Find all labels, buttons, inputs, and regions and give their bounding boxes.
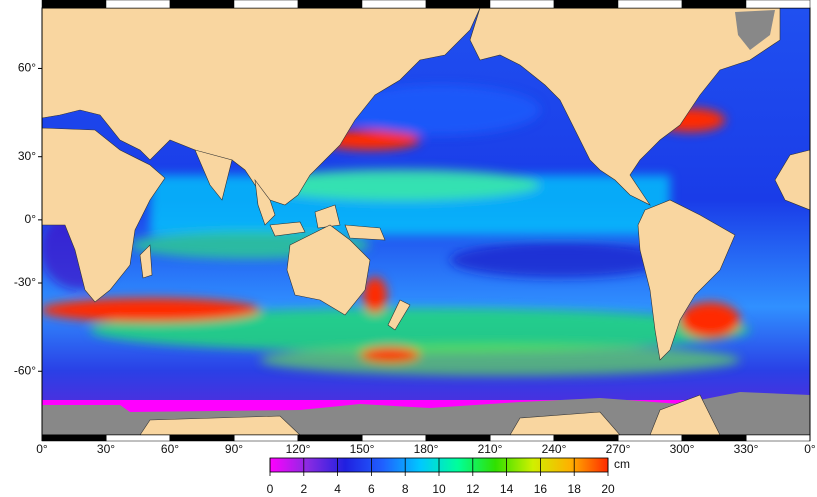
lon-tick-label: 240° [542,442,567,456]
colorbar-tick-label: 20 [601,482,615,496]
border-segment [425,434,491,442]
colorbar-tick-label: 10 [432,482,446,496]
colorbar-tick-label: 6 [368,482,375,496]
lon-tick-label: 270° [606,442,631,456]
border-segment [297,434,363,442]
axis-labels: 0° 30° 60° 90° 120° 150° 180° 210° 240° 270° 300° 3… [14,61,816,457]
southeast-asia [254,178,276,226]
border-segment [169,0,235,9]
border-segment [105,0,171,9]
lon-tick-label: 300° [670,442,695,456]
border-segment [361,434,427,442]
border-segment [489,434,555,442]
greenland-ice [735,10,775,50]
north-america [469,8,781,206]
lat-tick-label: -30° [14,275,36,289]
india [194,149,233,201]
border-segment [169,434,235,442]
australia [286,224,371,316]
eurasia [42,8,481,206]
colorbar: cm 0 2 4 6 8 10 12 14 16 18 20 [267,457,630,496]
frame-border [41,0,811,442]
border-segment [745,434,811,442]
lat-tick-label: 60° [18,61,36,75]
border-segment [361,0,427,9]
antarctica [139,394,721,435]
new-zealand [387,299,411,331]
border-segment [681,0,747,9]
border-segment [41,0,107,9]
south-america [637,199,736,361]
lon-tick-label: 60° [161,442,179,456]
lon-tick-label: 210° [478,442,503,456]
border-segment [233,434,299,442]
colorbar-tick-label: 16 [534,482,548,496]
lon-tick-label: 90° [225,442,243,456]
border-segment [617,434,683,442]
colorbar-tick-label: 8 [402,482,409,496]
border-segment [489,0,555,9]
border-segment [105,434,171,442]
map-area [42,8,810,435]
africa [42,127,166,303]
border-segment [553,0,619,9]
colorbar-tick-label: 18 [568,482,582,496]
colorbar-tick-label: 0 [267,482,274,496]
border-segment [297,0,363,9]
ocean-field [42,85,750,376]
lat-tick-label: 0° [25,212,37,226]
colorbar-tick-label: 4 [334,482,341,496]
islands [139,204,386,279]
colorbar-tick-label: 12 [466,482,480,496]
border-segment [745,0,811,9]
border-segment [41,434,107,442]
border-segment [425,0,491,9]
lon-tick-label: 180° [414,442,439,456]
colorbar-unit: cm [614,457,630,471]
lon-tick-label: 150° [350,442,375,456]
lat-tick-label: -60° [14,363,36,377]
border-segment [617,0,683,9]
lat-tick-label: 30° [18,149,36,163]
border-segment [233,0,299,9]
lon-tick-label: 330° [734,442,759,456]
border-segment [681,434,747,442]
lon-tick-label: 30° [97,442,115,456]
lon-tick-label: 120° [286,442,311,456]
lon-tick-label: 0° [36,442,48,456]
colorbar-tick-label: 2 [300,482,307,496]
border-segment [553,434,619,442]
west-africa [774,149,810,211]
lon-tick-label: 0° [804,442,816,456]
colorbar-tick-label: 14 [500,482,514,496]
